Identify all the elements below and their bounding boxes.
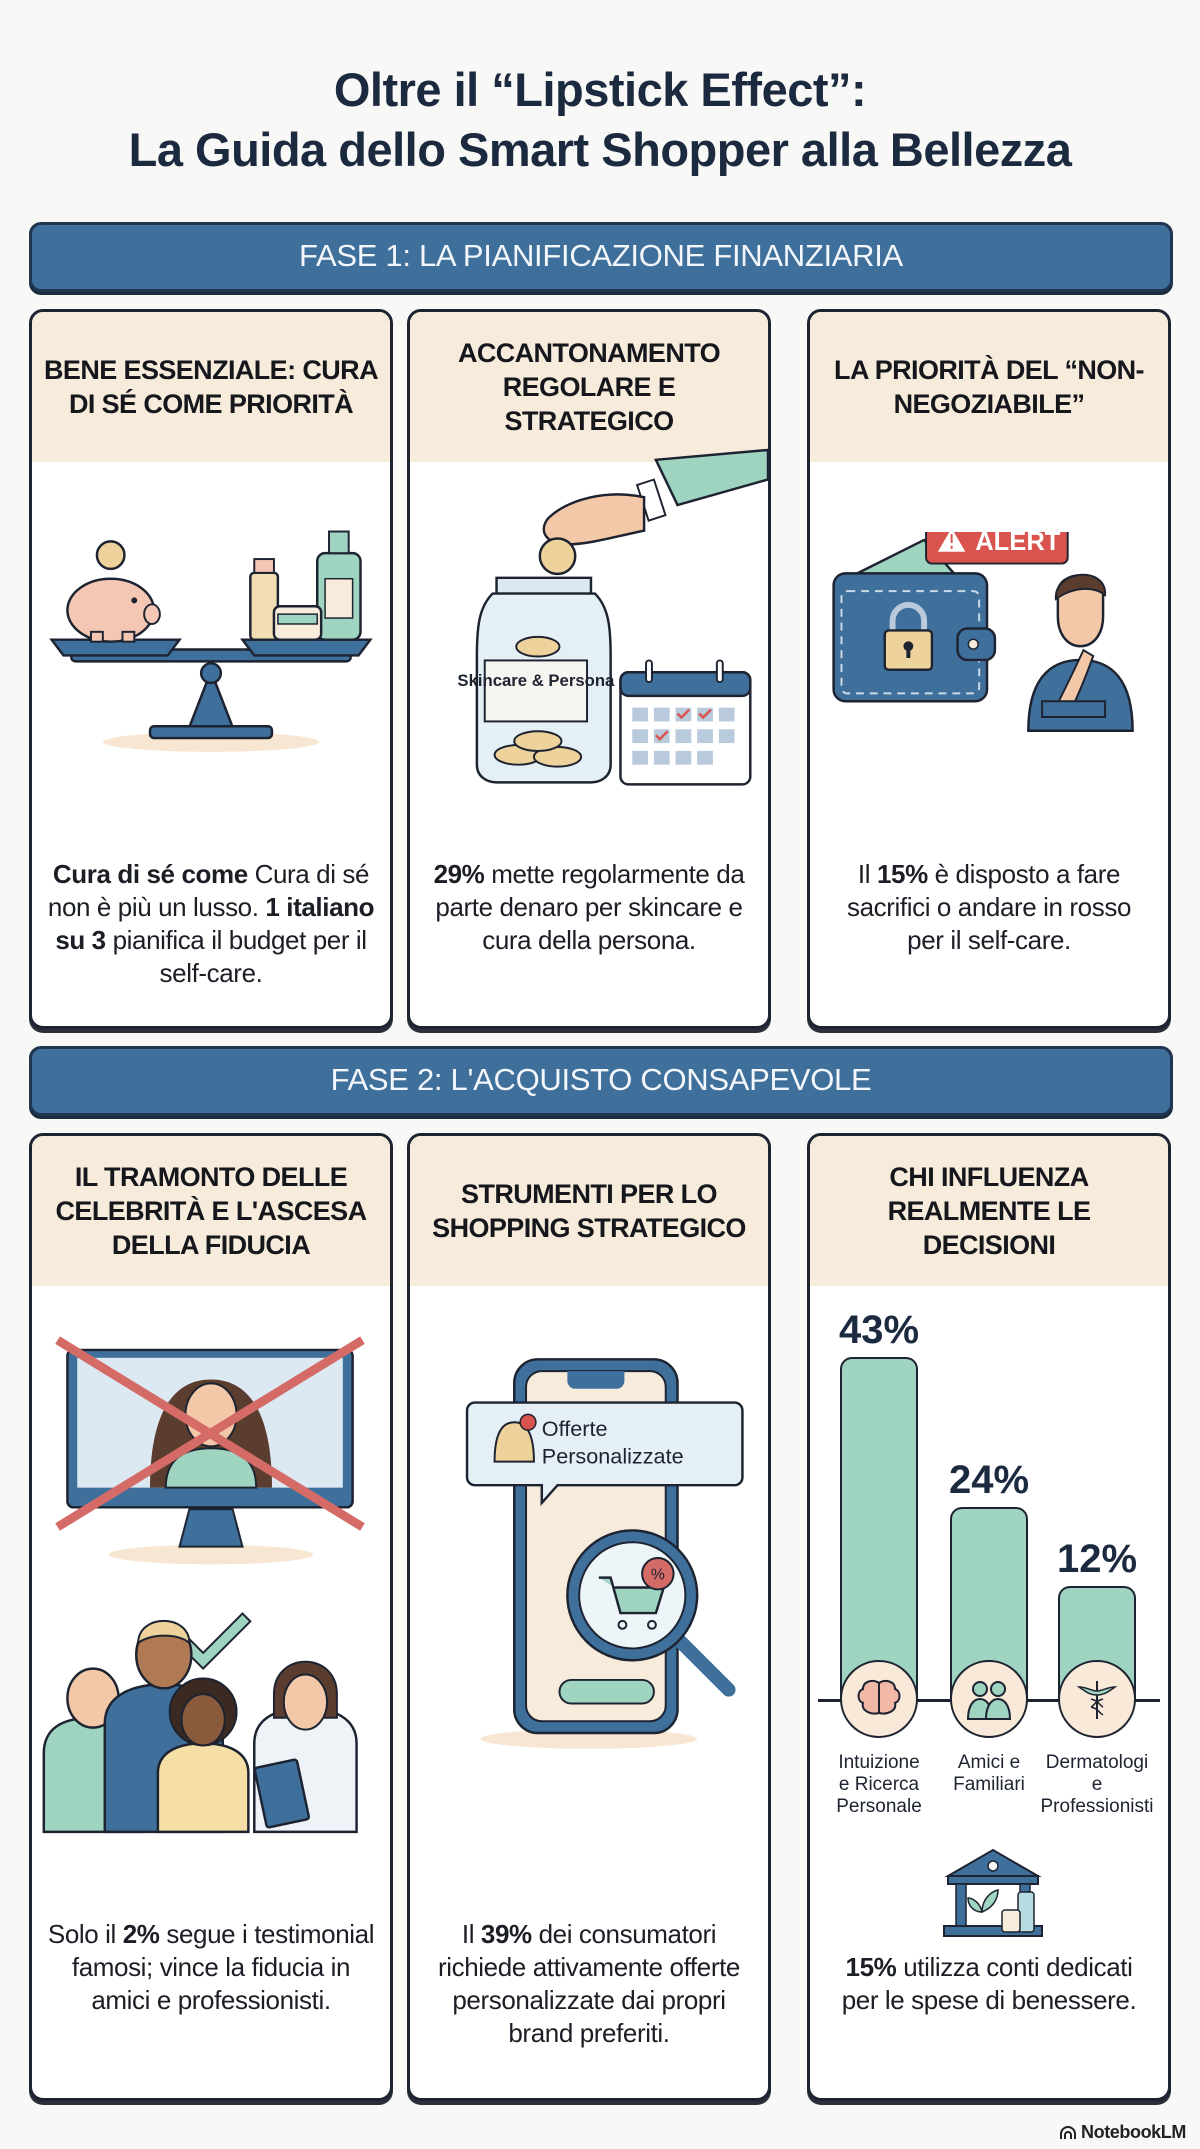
- card-strumenti-shopping: STRUMENTI PER LO SHOPPING STRATEGICO Off…: [407, 1133, 771, 2101]
- card-title: STRUMENTI PER LO SHOPPING STRATEGICO: [410, 1136, 768, 1286]
- locked-wallet-alert-icon: ALERT: [832, 532, 1134, 732]
- crossed-celebrity-trusted-people-icon: [42, 1336, 365, 1834]
- card-title: ACCANTONAMENTO REGOLARE E STRATEGICO: [410, 312, 768, 462]
- coin-jar-calendar-icon: Skincare & Persona: [457, 448, 768, 786]
- svg-text:Personalizzate: Personalizzate: [542, 1444, 684, 1469]
- card-non-negoziabile: LA PRIORITÀ DEL “NON-NEGOZIABILE” ALERT …: [807, 309, 1171, 1029]
- people-icon: [950, 1660, 1028, 1738]
- notebooklm-brand: NotebookLM: [1059, 2122, 1186, 2143]
- page-title: Oltre il “Lipstick Effect”: La Guida del…: [0, 60, 1200, 180]
- bar-value: 43%: [838, 1308, 920, 1352]
- bar-fill: [840, 1357, 918, 1699]
- svg-text:Offerte: Offerte: [542, 1416, 608, 1441]
- title-line-1: Oltre il “Lipstick Effect”:: [333, 63, 867, 116]
- notebooklm-logo-icon: [1060, 2125, 1076, 2139]
- piggy-bank-scale-icon: [49, 530, 373, 752]
- svg-text:ALERT: ALERT: [975, 532, 1061, 556]
- card-tramonto-celebrita: IL TRAMONTO DELLE CELEBRITÀ E L'ASCESA D…: [29, 1133, 393, 2101]
- bar-value: 12%: [1056, 1537, 1138, 1581]
- card-text: 15% utilizza conti dedicati per le spese…: [841, 1952, 1137, 2015]
- bar-label-intuizione: Intuizione e Ricerca Personale: [836, 1752, 922, 1817]
- card-bene-essenziale: BENE ESSENZIALE: CURA DI SÉ COME PRIORIT…: [29, 309, 393, 1029]
- card-text: Cura di sé come Cura di sé non è più un …: [47, 859, 375, 988]
- card-text: 29% mette regolarmente da parte denaro p…: [433, 859, 745, 955]
- card-accantonamento: ACCANTONAMENTO REGOLARE E STRATEGICO Ski…: [407, 309, 771, 1029]
- title-line-2: La Guida dello Smart Shopper alla Bellez…: [128, 123, 1072, 176]
- bar-value: 24%: [948, 1458, 1030, 1502]
- card-text: Il 39% dei consumatori richiede attivame…: [438, 1919, 740, 2048]
- caduceus-icon: [1058, 1660, 1136, 1738]
- card-title: BENE ESSENZIALE: CURA DI SÉ COME PRIORIT…: [32, 312, 390, 462]
- card-text: Solo il 2% segue i testimonial famosi; v…: [47, 1919, 375, 2015]
- phone-offers-magnifier-icon: Offerte Personalizzate %: [465, 1358, 744, 1749]
- bar-label-amici: Amici e Familiari: [953, 1752, 1025, 1795]
- bar-intuizione: 43%: [824, 1308, 934, 2098]
- svg-text:%: %: [651, 1567, 665, 1584]
- bank-wellness-icon: [943, 1848, 1043, 1937]
- card-chi-influenza: CHI INFLUENZA REALMENTE LE DECISIONI 43%…: [807, 1133, 1171, 2101]
- card-text: Il 15% è disposto a fare sacrifici o and…: [847, 859, 1131, 955]
- brain-icon: [840, 1660, 918, 1738]
- phase-1-banner: FASE 1: LA PIANIFICAZIONE FINANZIARIA: [29, 222, 1173, 292]
- card-title: LA PRIORITÀ DEL “NON-NEGOZIABILE”: [810, 312, 1168, 462]
- bar-label-dermatologi: Dermatologi e Professionisti: [1040, 1752, 1154, 1817]
- card-title: IL TRAMONTO DELLE CELEBRITÀ E L'ASCESA D…: [32, 1136, 390, 1286]
- phase-2-banner: FASE 2: L'ACQUISTO CONSAPEVOLE: [29, 1046, 1173, 1116]
- card-title: CHI INFLUENZA REALMENTE LE DECISIONI: [810, 1136, 1168, 1286]
- svg-text:Skincare & Persona: Skincare & Persona: [457, 671, 615, 690]
